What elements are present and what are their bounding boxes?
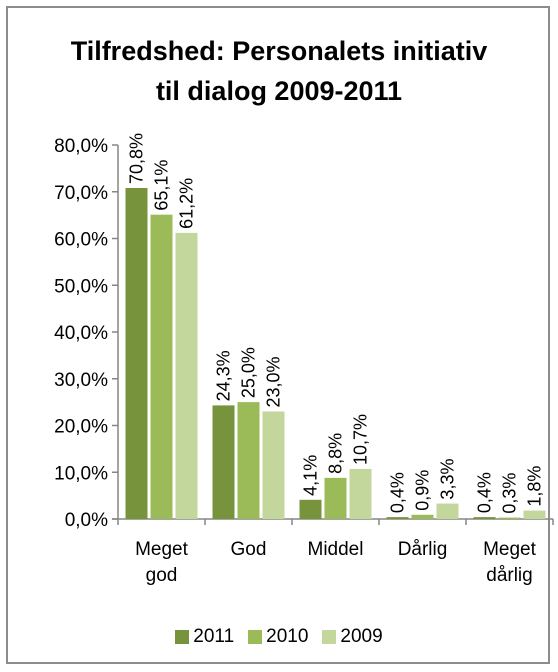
data-label: 10,7%: [351, 414, 371, 465]
legend-label: 2010: [266, 626, 309, 647]
chart-title-line-1: Tilfredshed: Personalets initiativ: [70, 36, 488, 66]
bar-2009: [436, 503, 459, 519]
bar-2011: [125, 188, 148, 519]
bar-2010: [237, 402, 260, 519]
chart-legend: 2011 2010 2009: [0, 626, 558, 648]
legend-item-2010: 2010: [248, 626, 308, 648]
bar-2010: [498, 517, 521, 519]
y-tick-label: 60,0%: [54, 230, 108, 251]
x-category-label: god: [146, 565, 178, 586]
data-label: 65,1%: [152, 160, 172, 211]
x-category-label: Dårlig: [398, 539, 448, 560]
data-label: 0,4%: [475, 472, 495, 513]
data-label: 0,3%: [500, 473, 520, 514]
x-category-label: dårlig: [486, 565, 532, 586]
y-tick-label: 40,0%: [54, 323, 108, 344]
legend-label: 2009: [340, 626, 383, 647]
data-label: 4,1%: [301, 455, 321, 496]
bar-2009: [523, 510, 546, 519]
legend-item-2009: 2009: [322, 626, 383, 648]
bar-2010: [411, 514, 434, 519]
y-tick-label: 70,0%: [54, 183, 108, 204]
bar-2010: [324, 477, 347, 519]
x-category-label: God: [231, 539, 267, 560]
data-label: 0,4%: [388, 472, 408, 513]
y-tick-label: 80,0%: [54, 136, 108, 157]
x-category-label: Meget: [135, 539, 189, 560]
bar-2011: [212, 405, 235, 519]
data-label: 61,2%: [177, 178, 197, 229]
bar-2009: [175, 232, 198, 519]
data-label: 0,9%: [413, 470, 433, 511]
bar-2011: [473, 517, 496, 519]
data-label: 24,3%: [214, 350, 234, 401]
bar-2009: [262, 411, 285, 519]
legend-swatch: [322, 630, 337, 644]
legend-swatch: [248, 630, 263, 644]
data-label: 70,8%: [127, 133, 147, 184]
data-label: 25,0%: [239, 347, 259, 398]
data-label: 3,3%: [438, 459, 458, 500]
y-tick-label: 10,0%: [54, 463, 108, 484]
y-tick-label: 50,0%: [54, 276, 108, 297]
data-label: 1,8%: [525, 466, 545, 507]
y-tick-label: 30,0%: [54, 370, 108, 391]
y-tick-label: 20,0%: [54, 417, 108, 438]
y-tick-label: 0,0%: [65, 510, 108, 531]
bar-2011: [386, 517, 409, 519]
x-category-label: Meget: [483, 539, 537, 560]
legend-swatch: [175, 630, 190, 644]
x-category-label: Middel: [308, 539, 364, 560]
bar-2011: [299, 499, 322, 519]
chart-title-line-2: til dialog 2009-2011: [155, 76, 403, 106]
data-label: 8,8%: [326, 433, 346, 474]
bar-2009: [349, 468, 372, 519]
legend-label: 2011: [193, 626, 235, 647]
chart-frame: [6, 6, 550, 664]
legend-item-2011: 2011: [175, 626, 234, 648]
bar-2010: [150, 214, 173, 519]
data-label: 23,0%: [264, 356, 284, 407]
